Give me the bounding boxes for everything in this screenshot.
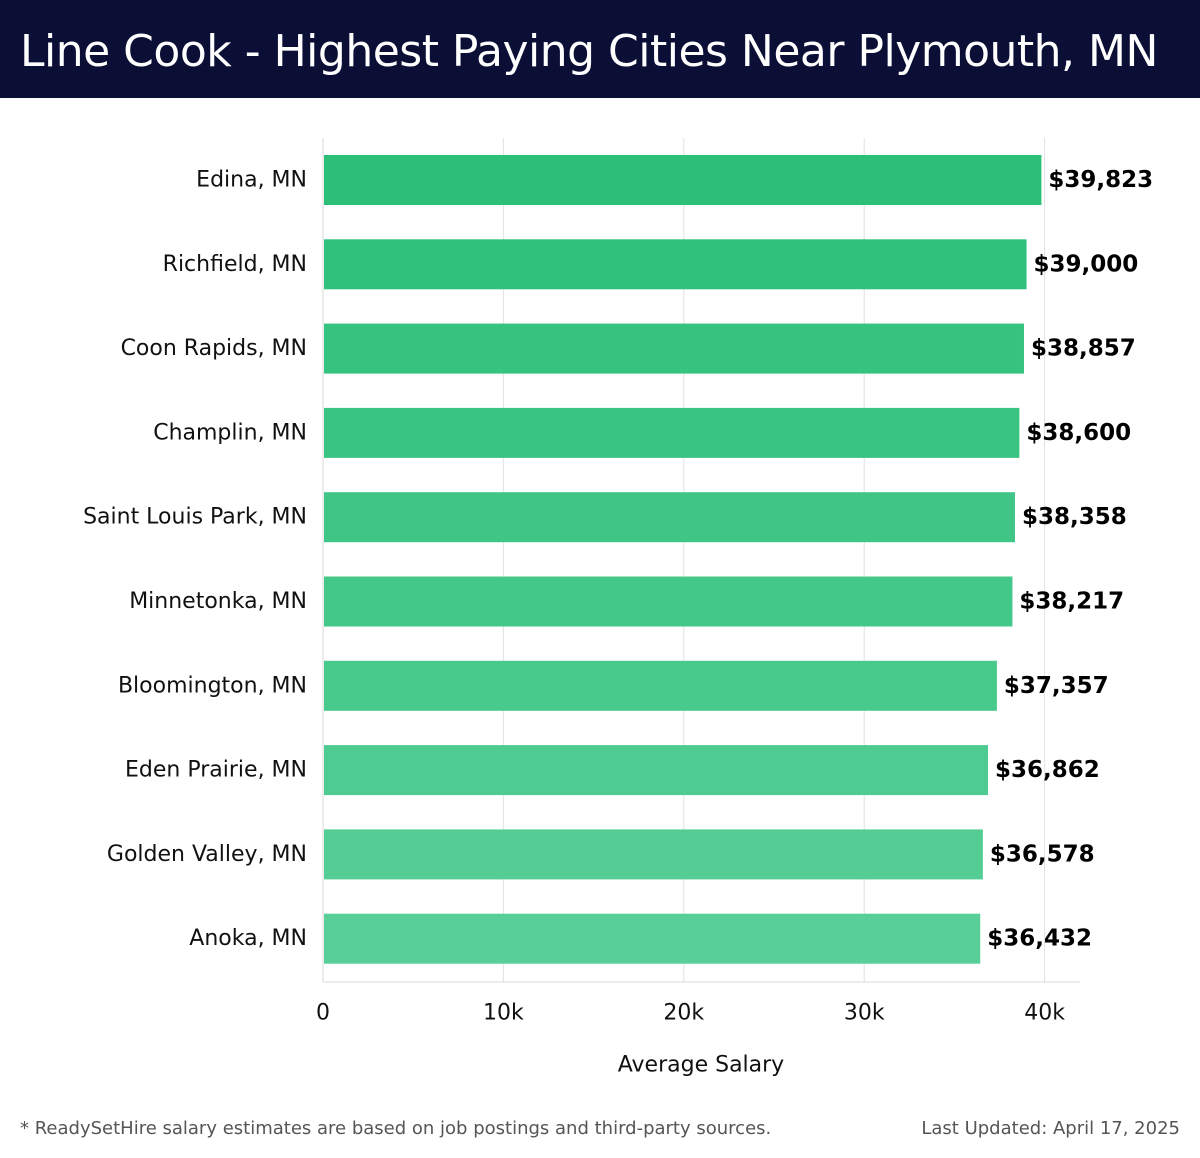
x-tick-label: 20k bbox=[663, 1001, 704, 1026]
category-label: Golden Valley, MN bbox=[107, 842, 307, 867]
bar bbox=[324, 407, 1020, 458]
category-label: Champlin, MN bbox=[153, 420, 307, 445]
bar bbox=[324, 323, 1024, 374]
category-label: Saint Louis Park, MN bbox=[83, 505, 307, 530]
x-tick-label: 40k bbox=[1024, 1001, 1065, 1026]
category-label: Edina, MN bbox=[196, 168, 307, 193]
bar bbox=[324, 829, 983, 880]
value-label: $38,217 bbox=[1019, 589, 1124, 615]
bar bbox=[324, 239, 1027, 290]
category-label: Coon Rapids, MN bbox=[121, 336, 307, 361]
x-tick-label: 10k bbox=[483, 1001, 524, 1026]
value-label: $39,000 bbox=[1034, 251, 1139, 277]
footnote: * ReadySetHire salary estimates are base… bbox=[20, 1118, 772, 1139]
category-label: Anoka, MN bbox=[189, 926, 307, 951]
bar bbox=[324, 913, 981, 964]
last-updated: Last Updated: April 17, 2025 bbox=[921, 1118, 1180, 1139]
page-title: Line Cook - Highest Paying Cities Near P… bbox=[20, 26, 1158, 77]
bar bbox=[324, 576, 1013, 627]
bar bbox=[324, 745, 988, 796]
category-label: Eden Prairie, MN bbox=[125, 758, 307, 783]
value-label: $39,823 bbox=[1048, 167, 1153, 193]
value-label: $38,358 bbox=[1022, 504, 1127, 530]
x-tick-label: 30k bbox=[844, 1001, 885, 1026]
category-label: Bloomington, MN bbox=[118, 673, 307, 698]
value-label: $38,600 bbox=[1026, 420, 1131, 446]
value-label: $36,578 bbox=[990, 841, 1095, 867]
salary-bar-chart: Edina, MN $39,823 Richfield, MN $39,000 Coon… bbox=[83, 138, 1153, 1078]
value-label: $36,432 bbox=[987, 926, 1092, 952]
value-label: $38,857 bbox=[1031, 336, 1136, 362]
value-label: $37,357 bbox=[1004, 673, 1109, 699]
header-bar: Line Cook - Highest Paying Cities Near P… bbox=[0, 0, 1200, 98]
bar bbox=[324, 155, 1042, 205]
x-axis-title: Average Salary bbox=[618, 1053, 784, 1078]
x-tick-label: 0 bbox=[316, 1001, 330, 1026]
bar bbox=[324, 492, 1015, 543]
category-label: Minnetonka, MN bbox=[129, 589, 307, 614]
bar bbox=[324, 660, 997, 711]
value-label: $36,862 bbox=[995, 757, 1100, 783]
category-label: Richfield, MN bbox=[163, 252, 307, 277]
